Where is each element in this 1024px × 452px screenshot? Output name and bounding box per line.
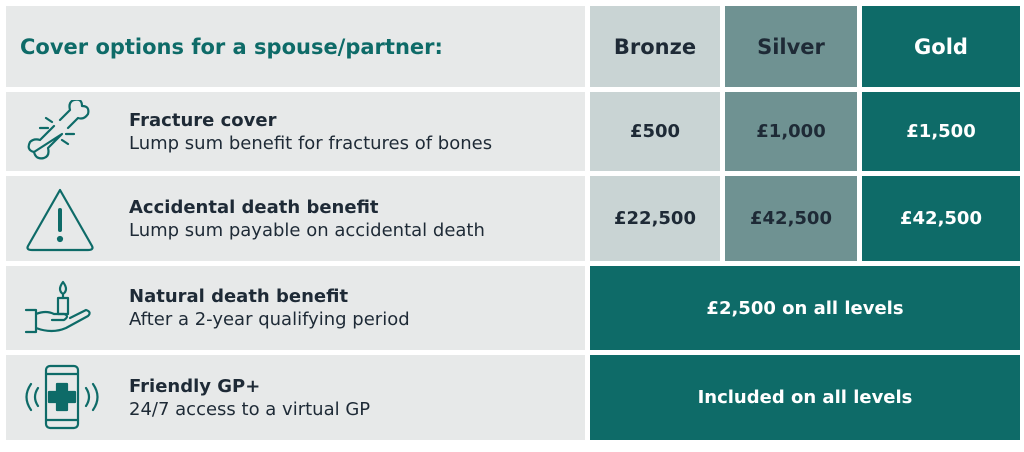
value-cell: £1,000 [725, 92, 857, 171]
row-title: Friendly GP+ [129, 375, 261, 397]
header-title: Cover options for a spouse/partner: [6, 6, 585, 87]
column-header: Bronze [590, 6, 720, 87]
value-cell: £42,500 [725, 176, 857, 261]
row-text: Accidental death benefit Lump sum payable… [129, 197, 485, 241]
row-subtitle: 24/7 access to a virtual GP [129, 398, 371, 420]
row-text: Fracture cover Lump sum benefit for fract… [129, 110, 492, 154]
hand-candle-icon [24, 280, 91, 334]
row-label-cell: Natural death benefit After a 2-year qual… [6, 266, 585, 350]
row-label-cell: Accidental death benefit Lump sum payable… [6, 176, 585, 261]
row-label-cell: Fracture cover Lump sum benefit for fract… [6, 92, 585, 171]
phone-gp-icon [25, 364, 99, 430]
value-cell: £500 [590, 92, 720, 171]
column-header: Gold [862, 6, 1020, 87]
value-cell: £42,500 [862, 176, 1020, 261]
value-cell: £1,500 [862, 92, 1020, 171]
row-subtitle: After a 2-year qualifying period [129, 309, 410, 330]
row-title: Natural death benefit [129, 286, 349, 307]
bone-icon [27, 100, 90, 160]
value-cell: £22,500 [590, 176, 720, 261]
column-header: Silver [725, 6, 857, 87]
row-title: Fracture cover [129, 109, 277, 131]
value-cell: Included on all levels [590, 355, 1020, 440]
value-cell: £2,500 on all levels [590, 266, 1020, 350]
row-subtitle: Lump sum benefit for fractures of bones [129, 132, 493, 154]
row-text: Friendly GP+ 24/7 access to a virtual GP [129, 376, 370, 420]
row-label-cell: Friendly GP+ 24/7 access to a virtual GP [6, 355, 585, 440]
warning-icon [26, 188, 94, 252]
row-text: Natural death benefit After a 2-year qual… [129, 286, 410, 330]
row-subtitle: Lump sum payable on accidental death [129, 219, 485, 241]
row-title: Accidental death benefit [129, 196, 379, 218]
